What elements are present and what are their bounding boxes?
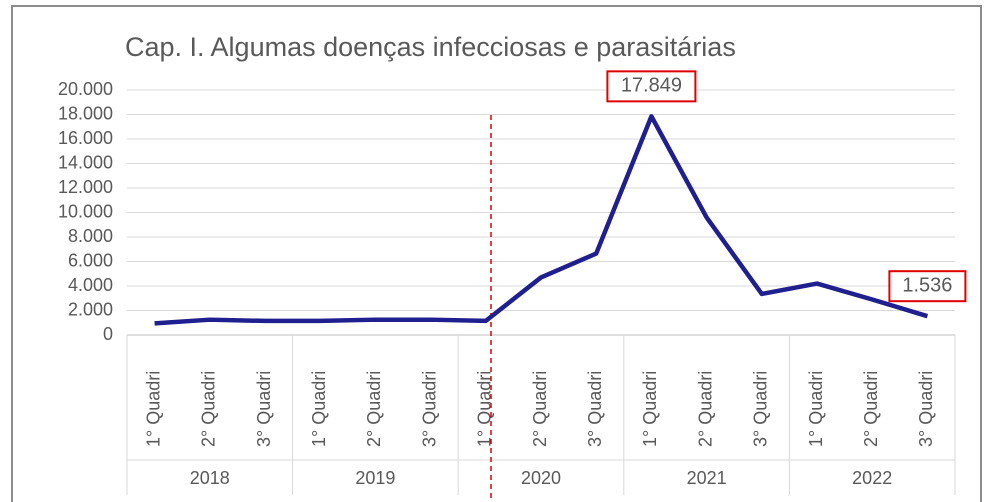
group-label: 2020 <box>521 468 561 488</box>
x-tick-label: 1° Quadri <box>309 371 329 447</box>
y-tick-label: 6.000 <box>68 250 113 270</box>
group-label: 2021 <box>687 468 727 488</box>
x-tick-label: 2° Quadri <box>861 371 881 447</box>
x-tick-label: 1° Quadri <box>143 371 163 447</box>
x-tick-label: 3° Quadri <box>419 371 439 447</box>
label-box <box>888 270 967 303</box>
data-label: 1.536 <box>902 274 952 296</box>
x-tick-label: 1° Quadri <box>475 371 495 447</box>
x-tick-label: 1° Quadri <box>806 371 826 447</box>
group-label: 2022 <box>852 468 892 488</box>
y-tick-label: 10.000 <box>58 201 113 221</box>
y-tick-label: 20.000 <box>58 79 113 99</box>
x-tick-label: 3° Quadri <box>916 371 936 447</box>
x-tick-label: 2° Quadri <box>199 371 219 447</box>
group-label: 2018 <box>190 468 230 488</box>
x-tick-label: 3° Quadri <box>254 371 274 447</box>
x-tick-label: 3° Quadri <box>585 371 605 447</box>
label-box <box>606 70 697 103</box>
x-tick-label: 2° Quadri <box>530 371 550 447</box>
y-tick-label: 4.000 <box>68 275 113 295</box>
x-tick-label: 2° Quadri <box>364 371 384 447</box>
chart-title: Cap. I. Algumas doenças infecciosas e pa… <box>125 32 736 62</box>
y-tick-label: 0 <box>103 324 113 344</box>
y-tick-label: 2.000 <box>68 299 113 319</box>
line-series <box>154 114 929 326</box>
y-tick-label: 12.000 <box>58 177 113 197</box>
x-tick-label: 3° Quadri <box>751 371 771 447</box>
group-label: 2019 <box>355 468 395 488</box>
x-tick-label: 1° Quadri <box>640 371 660 447</box>
data-label: 17.849 <box>621 75 682 97</box>
y-tick-label: 8.000 <box>68 226 113 246</box>
y-tick-label: 16.000 <box>58 128 113 148</box>
y-tick-label: 14.000 <box>58 152 113 172</box>
chart-border <box>11 5 982 502</box>
y-tick-label: 18.000 <box>58 103 113 123</box>
x-tick-label: 2° Quadri <box>695 371 715 447</box>
